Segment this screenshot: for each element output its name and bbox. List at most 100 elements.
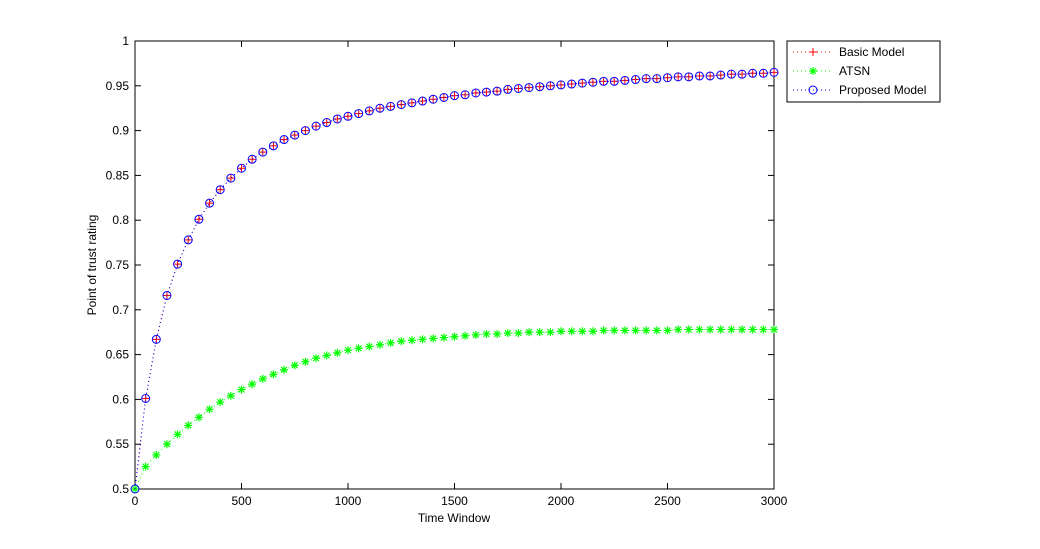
data-point: [727, 70, 736, 79]
series-proposed-model: [130, 67, 779, 494]
data-point: [695, 325, 704, 334]
legend-item: ATSN: [793, 64, 870, 78]
data-point: [652, 326, 661, 335]
data-point: [588, 77, 598, 87]
legend-marker: [809, 48, 817, 56]
data-point: [546, 328, 555, 337]
data-point: [482, 329, 491, 338]
y-tick-label: 0.55: [106, 437, 130, 451]
data-point: [386, 102, 395, 111]
data-point: [173, 259, 183, 269]
data-point: [652, 74, 661, 83]
data-point: [386, 338, 395, 347]
data-point: [748, 325, 757, 334]
data-point: [567, 79, 577, 89]
data-point: [173, 430, 182, 439]
series-atsn: [131, 325, 778, 493]
x-axis-title: Time Window: [418, 511, 491, 525]
data-point: [706, 71, 715, 80]
data-point: [343, 111, 353, 121]
data-point: [471, 88, 481, 98]
data-point: [237, 163, 246, 173]
data-point: [503, 329, 512, 338]
data-point: [642, 326, 651, 335]
data-point: [194, 214, 204, 224]
data-point: [557, 327, 565, 336]
data-point: [524, 83, 534, 93]
data-point: [162, 440, 171, 449]
legend-item: Basic Model: [793, 45, 904, 59]
data-point: [663, 326, 672, 335]
data-point: [737, 69, 747, 79]
data-point: [471, 330, 480, 339]
y-tick-label: 0.65: [106, 348, 130, 362]
data-point: [344, 346, 352, 355]
data-point: [290, 361, 299, 370]
data-point: [694, 71, 704, 81]
data-point: [237, 385, 246, 394]
x-tick-label: 1000: [335, 494, 362, 508]
data-point: [279, 135, 289, 145]
data-point: [631, 75, 640, 84]
data-point: [365, 342, 374, 351]
data-point: [535, 82, 545, 92]
data-point: [237, 164, 246, 173]
y-tick-label: 0.95: [106, 79, 130, 93]
data-point: [397, 337, 406, 346]
data-point: [365, 106, 374, 115]
data-point: [450, 332, 459, 341]
data-point: [268, 141, 278, 151]
data-point: [301, 357, 310, 366]
data-point: [620, 326, 629, 335]
data-point: [247, 154, 257, 164]
x-tick-label: 500: [231, 494, 251, 508]
x-tick-label: 2000: [548, 494, 575, 508]
legend: Basic Model ATSN Proposed Model: [786, 40, 941, 103]
data-point: [461, 331, 470, 340]
data-point: [631, 326, 640, 335]
x-tick-label: 1500: [441, 494, 468, 508]
data-point: [716, 71, 725, 80]
x-tick-label: 2500: [654, 494, 681, 508]
legend-marker: [809, 67, 817, 75]
data-point: [429, 334, 438, 343]
data-point: [726, 69, 736, 79]
data-point: [620, 76, 629, 85]
data-point: [141, 462, 150, 471]
data-point: [642, 74, 651, 83]
data-point: [557, 80, 565, 89]
data-point: [312, 354, 321, 363]
data-point: [556, 80, 566, 90]
data-point: [311, 121, 321, 131]
data-point: [684, 325, 693, 334]
data-point: [631, 75, 641, 85]
data-point: [216, 398, 225, 407]
data-point: [503, 85, 512, 94]
legend-label: ATSN: [839, 64, 870, 78]
data-point: [578, 327, 587, 336]
data-point: [525, 328, 534, 337]
plot-area: [134, 40, 775, 490]
data-point: [375, 104, 384, 113]
data-point: [545, 81, 555, 91]
data-point: [599, 76, 609, 86]
data-point: [759, 69, 768, 78]
data-point: [333, 114, 342, 123]
data-point: [269, 370, 278, 379]
data-point: [588, 78, 597, 87]
y-axis-title: Point of trust rating: [85, 215, 99, 316]
data-point: [141, 394, 151, 404]
data-point: [322, 351, 331, 360]
data-point: [396, 100, 406, 110]
data-point: [205, 199, 214, 208]
data-point: [706, 325, 715, 334]
data-point: [514, 84, 523, 93]
data-point: [280, 135, 289, 144]
data-point: [705, 71, 715, 81]
data-point: [205, 198, 215, 208]
data-point: [407, 336, 416, 345]
data-point: [599, 326, 608, 335]
data-point: [652, 74, 662, 84]
data-point: [269, 141, 278, 150]
data-point: [184, 235, 193, 244]
